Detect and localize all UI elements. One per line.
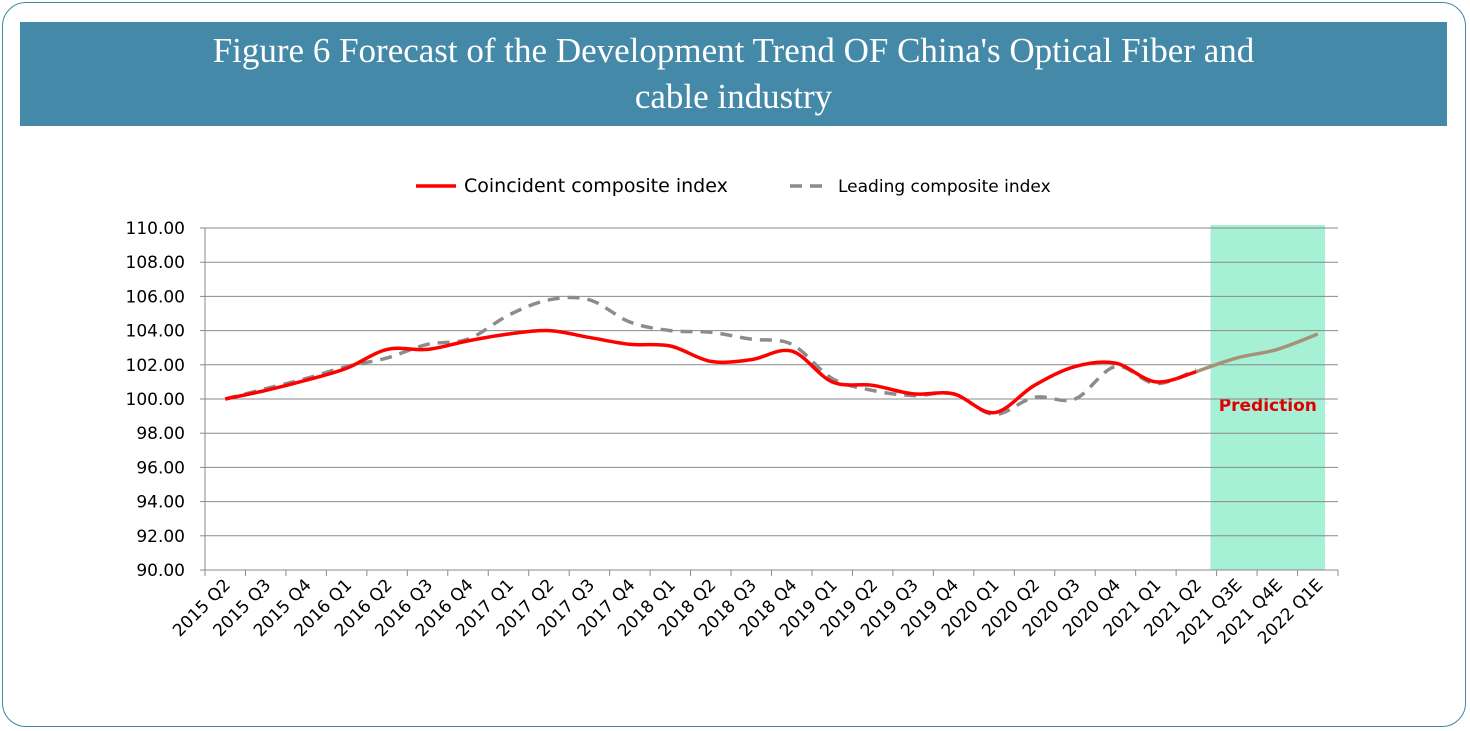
y-tick-label: 102.00 xyxy=(126,356,185,376)
y-tick-label: 98.00 xyxy=(136,424,185,444)
chart-title: Figure 6 Forecast of the Development Tre… xyxy=(212,31,1255,116)
legend-label: Leading composite index xyxy=(838,177,1051,197)
y-tick-label: 94.00 xyxy=(136,493,185,513)
y-tick-label: 108.00 xyxy=(126,253,185,273)
legend-label: Coincident composite index xyxy=(464,175,728,197)
series-line xyxy=(224,328,1197,415)
y-tick-label: 96.00 xyxy=(136,458,185,478)
forecast-region xyxy=(1210,225,1326,570)
y-tick-label: 92.00 xyxy=(136,527,185,547)
y-tick-label: 106.00 xyxy=(126,287,185,307)
y-tick-label: 110.00 xyxy=(126,219,185,239)
forecast-label: Prediction xyxy=(1219,396,1317,416)
series-line xyxy=(1195,332,1319,374)
y-tick-label: 90.00 xyxy=(136,561,185,581)
y-tick-label: 100.00 xyxy=(126,390,185,410)
series-line xyxy=(224,295,1198,417)
y-tick-label: 104.00 xyxy=(126,322,185,342)
title-banner: Figure 6 Forecast of the Development Tre… xyxy=(20,22,1447,126)
